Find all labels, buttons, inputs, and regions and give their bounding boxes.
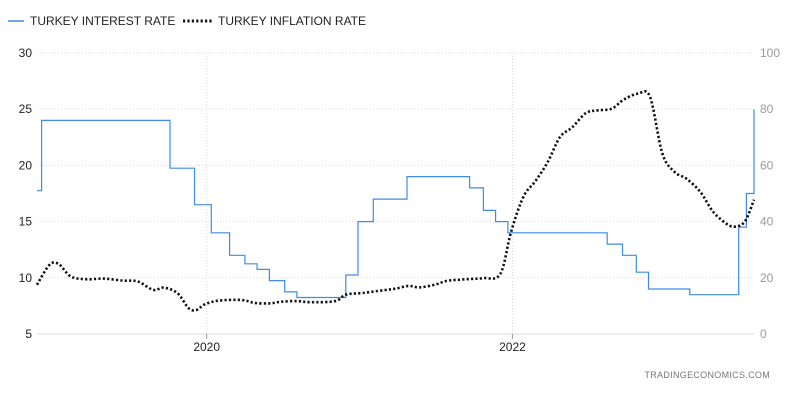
right-tick-label: 80: [760, 102, 774, 116]
left-axis-ticks: 5 10 15 20 25 30: [19, 46, 33, 341]
legend-label-inflation-rate: TURKEY INFLATION RATE: [218, 14, 366, 28]
right-tick-label: 0: [760, 327, 767, 341]
left-tick-label: 10: [19, 271, 33, 285]
right-axis-ticks: 0 20 40 60 80 100: [760, 46, 780, 341]
left-tick-label: 25: [19, 102, 33, 116]
left-tick-label: 5: [25, 327, 32, 341]
left-tick-label: 20: [19, 158, 33, 172]
legend-label-interest-rate: TURKEY INTEREST RATE: [30, 14, 175, 28]
x-tick-label: 2022: [499, 340, 526, 354]
right-tick-label: 100: [760, 46, 780, 60]
left-tick-label: 15: [19, 215, 33, 229]
right-tick-label: 60: [760, 158, 774, 172]
x-tick-label: 2020: [193, 340, 220, 354]
series-line-interest-rate: [37, 109, 755, 299]
right-tick-label: 20: [760, 271, 774, 285]
grid-lines: [37, 52, 754, 339]
x-axis-ticks: 2020 2022: [193, 340, 526, 354]
source-label: TRADINGECONOMICS.COM: [644, 370, 770, 380]
legend: TURKEY INTEREST RATE TURKEY INFLATION RA…: [8, 14, 366, 28]
right-tick-label: 40: [760, 215, 774, 229]
left-tick-label: 30: [19, 46, 33, 60]
